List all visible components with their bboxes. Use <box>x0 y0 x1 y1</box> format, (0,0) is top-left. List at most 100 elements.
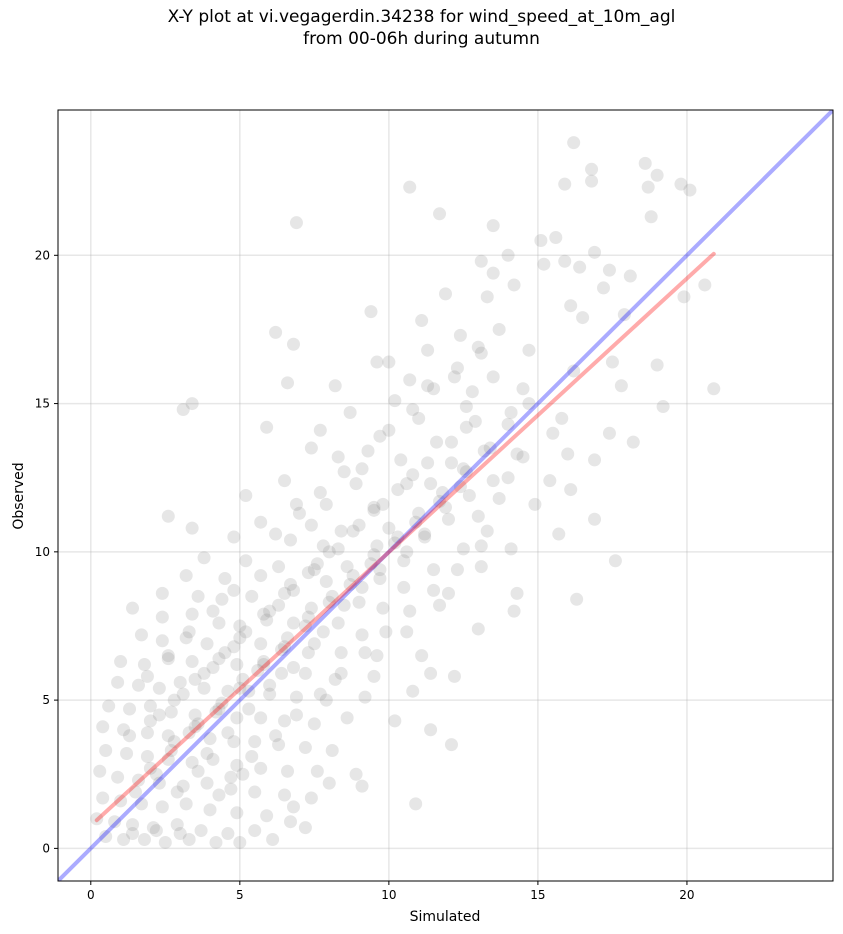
scatter-point <box>215 592 229 606</box>
scatter-point <box>272 560 286 574</box>
scatter-point <box>227 640 241 654</box>
scatter-point <box>388 536 402 550</box>
scatter-point <box>334 646 348 660</box>
x-tick-label: 15 <box>530 888 545 902</box>
scatter-point <box>444 738 458 752</box>
scatter-point <box>167 693 181 707</box>
scatter-point <box>272 598 286 612</box>
scatter-point <box>501 417 515 431</box>
scatter-point <box>558 254 572 268</box>
scatter-point <box>331 542 345 556</box>
scatter-point <box>227 735 241 749</box>
scatter-point <box>322 776 336 790</box>
scatter-point <box>400 545 414 559</box>
scatter-point <box>298 619 312 633</box>
scatter-point <box>447 370 461 384</box>
scatter-point <box>307 637 321 651</box>
scatter-point <box>152 681 166 695</box>
scatter-point <box>90 812 104 826</box>
scatter-point <box>239 489 253 502</box>
scatter-point <box>567 136 581 150</box>
scatter-point <box>197 666 211 680</box>
scatter-point <box>358 690 372 704</box>
scatter-point <box>286 616 300 630</box>
scatter-point <box>185 397 199 411</box>
scatter-point <box>152 776 166 790</box>
y-axis-label: Observed <box>11 462 27 529</box>
scatter-point <box>185 755 199 769</box>
scatter-point <box>257 607 271 621</box>
scatter-point <box>272 738 286 752</box>
scatter-point <box>301 566 315 580</box>
scatter-point <box>263 678 277 692</box>
scatter-point <box>260 809 274 823</box>
y-tick-label: 0 <box>42 841 50 855</box>
scatter-point <box>355 628 369 642</box>
scatter-point <box>430 435 444 449</box>
scatter-point <box>126 827 140 841</box>
scatter-point <box>155 634 169 648</box>
x-tick-label: 5 <box>236 888 244 902</box>
scatter-point <box>436 486 450 500</box>
scatter-point <box>161 649 175 663</box>
scatter-point <box>331 616 345 630</box>
scatter-point <box>310 557 324 571</box>
scatter-point <box>346 569 360 583</box>
scatter-point <box>605 355 619 369</box>
scatter-point <box>471 509 485 523</box>
scatter-point <box>131 773 145 787</box>
scatter-point <box>96 791 110 805</box>
scatter-point <box>427 563 441 577</box>
scatter-point <box>248 785 262 799</box>
scatter-point <box>516 450 530 464</box>
scatter-point <box>373 563 387 577</box>
scatter-point <box>197 681 211 695</box>
scatter-point <box>555 411 569 425</box>
scatter-point <box>114 794 128 808</box>
scatter-point <box>388 714 402 728</box>
scatter-point <box>164 744 178 758</box>
scatter-point <box>564 483 578 497</box>
scatter-point <box>382 521 396 535</box>
scatter-point <box>564 299 578 313</box>
scatter-point <box>224 770 238 784</box>
scatter-point <box>418 527 432 541</box>
scatter-point <box>588 245 602 259</box>
scatter-point <box>185 521 199 535</box>
scatter-point <box>176 687 190 701</box>
scatter-point <box>260 420 274 434</box>
scatter-point <box>221 684 235 698</box>
scatter-point <box>313 423 327 437</box>
scatter-point <box>608 554 622 568</box>
scatter-point <box>117 723 131 737</box>
scatter-point <box>367 669 381 683</box>
scatter-point <box>352 518 366 532</box>
scatter-point <box>209 835 223 849</box>
y-tick-label: 15 <box>35 397 50 411</box>
scatter-point <box>289 690 303 704</box>
scatter-point <box>140 726 154 740</box>
scatter-point <box>200 776 214 790</box>
scatter-point <box>176 779 190 793</box>
scatter-point <box>403 604 417 618</box>
scatter-point <box>501 471 515 485</box>
scatter-point <box>328 672 342 686</box>
scatter-point <box>585 162 599 176</box>
scatter-point <box>126 601 140 615</box>
scatter-point <box>129 785 142 799</box>
scatter-point <box>337 465 351 479</box>
scatter-point <box>367 503 381 517</box>
scatter-point <box>441 512 455 526</box>
scatter-point <box>549 231 563 245</box>
scatter-point <box>459 400 473 414</box>
scatter-point <box>602 263 616 277</box>
scatter-point <box>278 714 292 728</box>
scatter-point <box>134 628 148 642</box>
scatter-point <box>480 524 494 538</box>
scatter-point <box>638 156 652 170</box>
scatter-point <box>96 720 110 734</box>
scatter-point <box>123 729 137 743</box>
data-points <box>90 136 721 849</box>
scatter-point <box>683 183 697 197</box>
scatter-point <box>218 646 232 660</box>
